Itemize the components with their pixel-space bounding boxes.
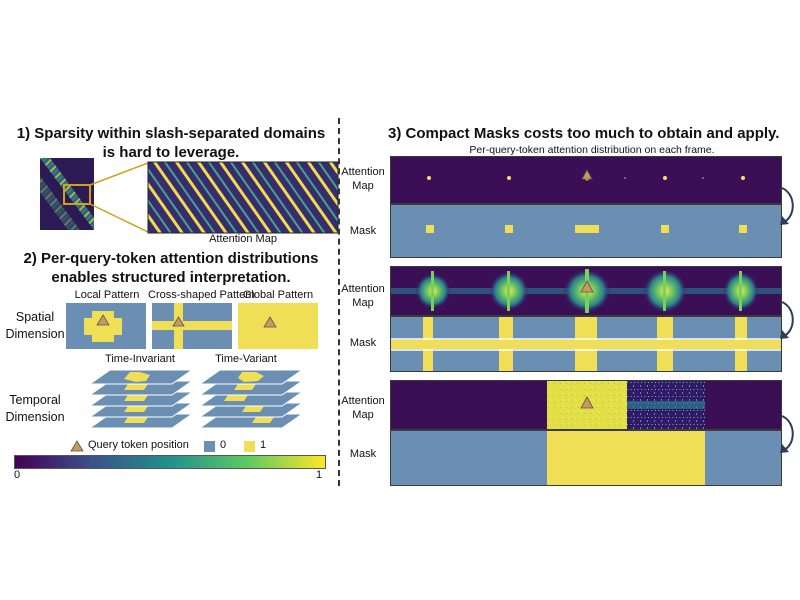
spatial-dimension-label: Spatial Dimension bbox=[5, 310, 65, 341]
zoom-connector-top bbox=[89, 162, 149, 186]
query-token-marker bbox=[96, 314, 110, 326]
transition-arrow-icon bbox=[780, 187, 794, 225]
pattern-cross-label: Cross-shaped Pattern bbox=[148, 289, 255, 301]
query-token-marker bbox=[581, 169, 593, 180]
mask-strip-global bbox=[390, 430, 782, 486]
legend-query-label: Query token position bbox=[88, 439, 189, 451]
attention-map-caption: Attention Map bbox=[209, 233, 277, 245]
attention-map-strip-sparse bbox=[390, 156, 782, 204]
query-token-marker bbox=[263, 316, 277, 328]
mask-strip-sparse bbox=[390, 204, 782, 258]
global-pattern-mask bbox=[238, 303, 318, 349]
query-token-marker bbox=[580, 280, 594, 293]
transition-arrow-icon bbox=[780, 415, 794, 453]
legend-one-swatch bbox=[244, 441, 255, 452]
time-variant-label: Time-Variant bbox=[215, 353, 277, 365]
attention-map-label: Attention Map bbox=[341, 283, 385, 309]
section-divider bbox=[338, 118, 340, 486]
attention-map-label: Attention Map bbox=[341, 166, 385, 192]
section3-subtitle: Per-query-token attention distribution o… bbox=[469, 144, 715, 156]
attention-map-label: Attention Map bbox=[341, 395, 385, 421]
section1-title: 1) Sparsity within slash-separated domai… bbox=[16, 125, 326, 161]
query-token-legend-icon bbox=[70, 440, 84, 452]
time-invariant-stack bbox=[88, 370, 194, 429]
time-variant-stack bbox=[198, 370, 304, 429]
legend-zero-swatch bbox=[204, 441, 215, 452]
mask-label: Mask bbox=[349, 448, 377, 460]
viridis-colorbar bbox=[14, 455, 326, 469]
zoom-connector-bottom bbox=[89, 203, 149, 233]
local-pattern-mask bbox=[66, 303, 146, 349]
legend-one-label: 1 bbox=[260, 439, 267, 451]
zoomed-attention-map bbox=[147, 161, 339, 234]
attention-map-strip-cross bbox=[390, 266, 782, 316]
pattern-global-label: Global Pattern bbox=[242, 289, 314, 301]
colorbar-max-label: 1 bbox=[316, 469, 323, 481]
mask-strip-cross bbox=[390, 316, 782, 372]
time-invariant-label: Time-Invariant bbox=[105, 353, 175, 365]
transition-arrow-icon bbox=[780, 301, 794, 339]
cross-pattern-mask bbox=[152, 303, 232, 349]
zoom-region-box bbox=[63, 184, 91, 205]
mask-label: Mask bbox=[349, 337, 377, 349]
legend-zero-label: 0 bbox=[220, 439, 227, 451]
attention-map-strip-global bbox=[390, 380, 782, 430]
section3-title: 3) Compact Masks costs too much to obtai… bbox=[388, 125, 780, 142]
section2-title: 2) Per-query-token attention distributio… bbox=[23, 250, 319, 286]
colorbar-min-label: 0 bbox=[14, 469, 21, 481]
query-token-marker bbox=[172, 316, 185, 327]
mask-label: Mask bbox=[349, 225, 377, 237]
pattern-local-label: Local Pattern bbox=[74, 289, 140, 301]
query-token-marker bbox=[580, 396, 594, 409]
sparsity-figure bbox=[40, 158, 339, 234]
temporal-dimension-label: Temporal Dimension bbox=[5, 393, 65, 424]
